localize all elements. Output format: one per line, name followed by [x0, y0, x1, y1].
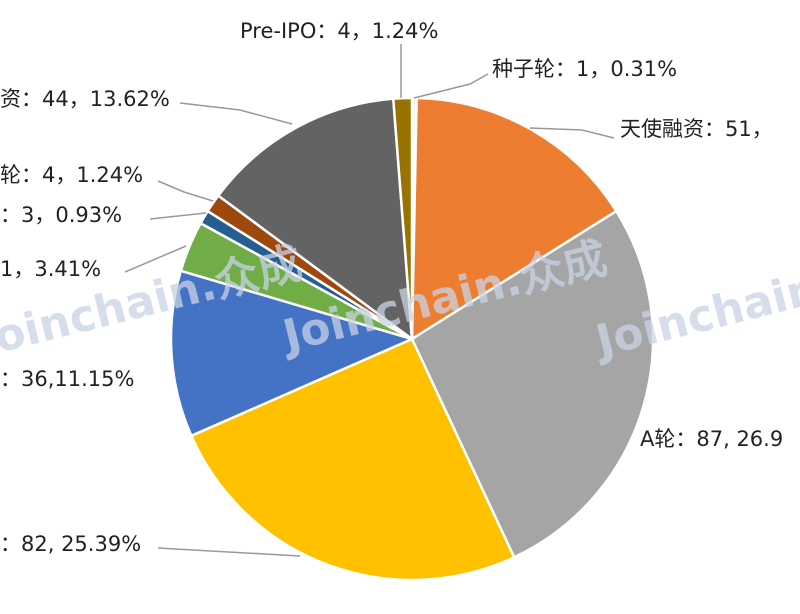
data-label: 天使融资：51， [620, 117, 773, 141]
pie-slice [391, 96, 414, 340]
leader-line [413, 73, 489, 99]
pie-slice [169, 269, 416, 438]
data-label: 轮：4，1.24% [0, 163, 143, 187]
pie-slice [410, 96, 619, 342]
leader-line [179, 102, 293, 125]
data-label: Pre-IPO：4，1.24% [240, 19, 438, 43]
pie-slice [410, 209, 655, 559]
data-label: ：82, 25.39% [0, 532, 141, 556]
data-label: A轮：87, 26.9 [640, 427, 783, 451]
data-label: 资：44，13.62% [0, 87, 170, 111]
leader-line [529, 127, 615, 139]
data-label: 种子轮：1，0.31% [492, 57, 677, 81]
data-label: ：36,11.15% [0, 367, 134, 391]
leader-line [124, 245, 187, 273]
data-label: ：3，0.93% [0, 203, 122, 227]
pie-slice [189, 337, 516, 582]
leader-line [157, 547, 301, 557]
leader-line [149, 212, 207, 220]
data-label: 1，3.41% [0, 257, 101, 281]
leader-line [157, 180, 214, 202]
pie-slice [216, 97, 414, 342]
